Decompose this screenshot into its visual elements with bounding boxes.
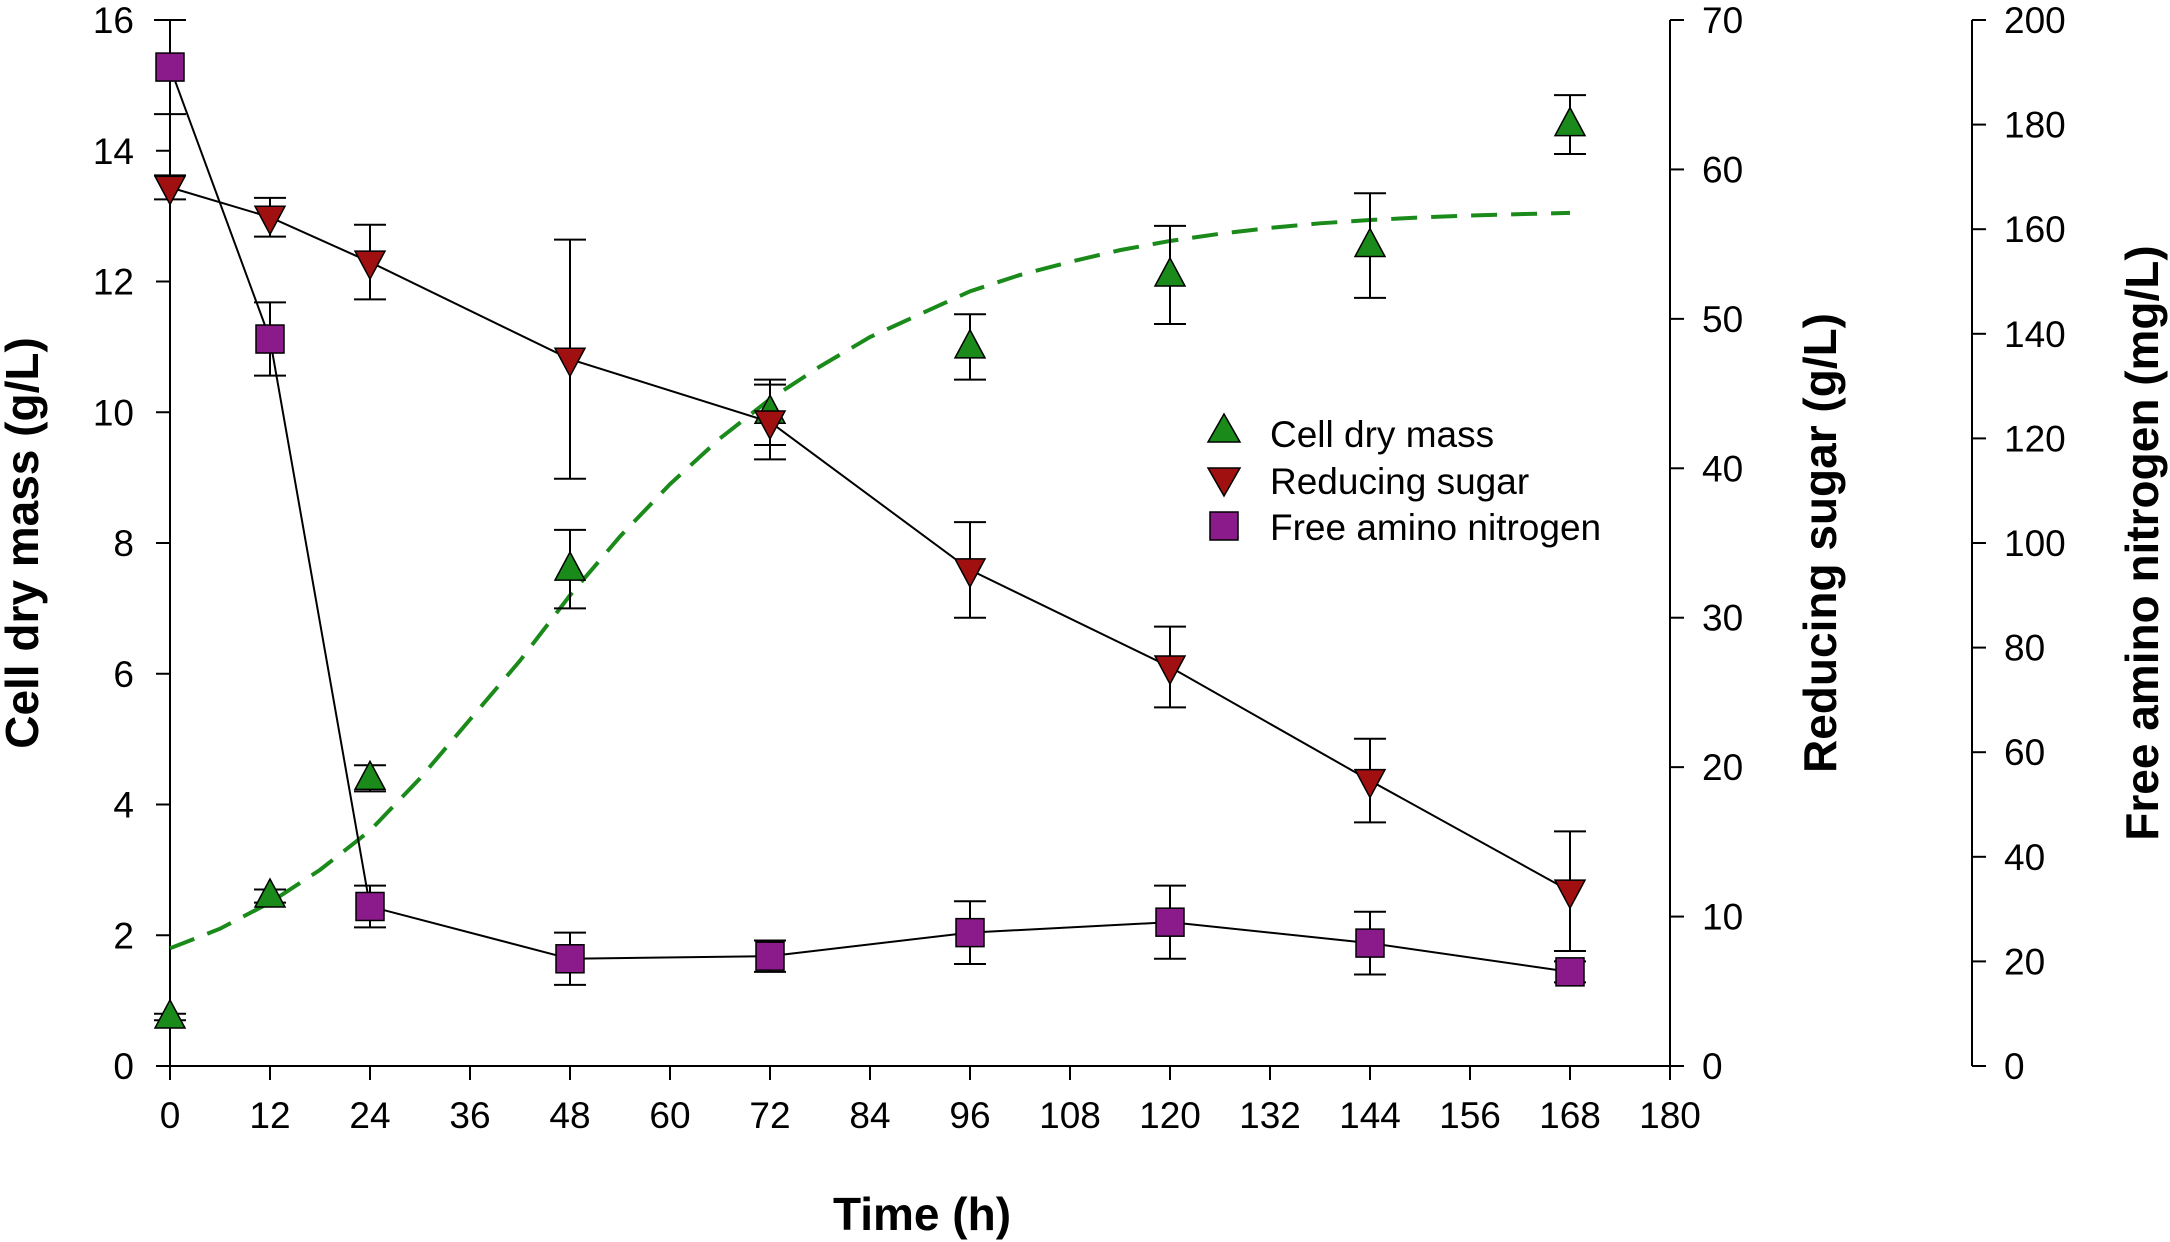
- right2-tick-label: 160: [2004, 209, 2066, 250]
- legend-label-reducing-sugar: Reducing sugar: [1270, 461, 1529, 502]
- reducing-sugar-point: [753, 410, 787, 441]
- x-tick-label: 108: [1039, 1095, 1101, 1136]
- free-amino-nitrogen-point: [1555, 957, 1585, 987]
- left-tick-label: 10: [93, 392, 134, 433]
- x-tick-label: 12: [249, 1095, 290, 1136]
- cell-dry-mass-point: [253, 877, 287, 908]
- x-tick-label: 36: [449, 1095, 490, 1136]
- cell-dry-mass-point: [153, 998, 187, 1029]
- cell-dry-mass-point: [1153, 256, 1187, 287]
- legend-marker-reducing-sugar: [1206, 467, 1242, 498]
- cell-dry-mass-point: [953, 328, 987, 359]
- legend-marker-cell-dry-mass: [1206, 412, 1242, 443]
- left-tick-label: 8: [113, 523, 134, 564]
- free-amino-nitrogen-point: [955, 917, 985, 948]
- x-tick-label: 84: [849, 1095, 890, 1136]
- reducing-sugar-point: [1553, 879, 1587, 910]
- right2-tick-label: 60: [2004, 732, 2045, 773]
- free-amino-nitrogen-point: [155, 52, 185, 82]
- reducing-sugar-point: [553, 347, 587, 378]
- free-amino-nitrogen-point: [1355, 928, 1385, 958]
- right1-axis-title: Reducing sugar (g/L): [1794, 313, 1846, 773]
- right2-tick-label: 40: [2004, 837, 2045, 878]
- x-tick-label: 156: [1439, 1095, 1501, 1136]
- right2-tick-label: 180: [2004, 105, 2066, 146]
- right2-tick-label: 20: [2004, 941, 2045, 982]
- x-tick-label: 168: [1539, 1095, 1601, 1136]
- free-amino-nitrogen-point: [1155, 907, 1185, 937]
- left-tick-label: 0: [113, 1046, 134, 1087]
- right2-axis-title: Free amino nitrogen (mg/L): [2116, 245, 2168, 840]
- free-amino-nitrogen-point: [755, 941, 785, 971]
- cell-dry-mass-point: [553, 550, 587, 581]
- reducing-sugar-point: [153, 175, 187, 206]
- x-tick-label: 60: [649, 1095, 690, 1136]
- cell-dry-mass-point: [353, 759, 387, 791]
- x-tick-label: 48: [549, 1095, 590, 1136]
- x-tick-label: 24: [349, 1095, 390, 1136]
- right2-tick-label: 80: [2004, 628, 2045, 669]
- x-tick-label: 144: [1339, 1095, 1401, 1136]
- right1-tick-label: 30: [1702, 598, 1743, 639]
- right1-tick-label: 20: [1702, 747, 1743, 788]
- left-tick-label: 12: [93, 262, 134, 303]
- right2-tick-label: 200: [2004, 0, 2066, 41]
- x-tick-label: 132: [1239, 1095, 1301, 1136]
- reducing-sugar-point: [1353, 768, 1387, 800]
- left-tick-label: 14: [93, 131, 134, 172]
- cell-dry-mass-fit-curve: [169, 210, 1571, 951]
- legend: Cell dry mass Reducing sugar Free amino …: [1206, 412, 1601, 548]
- right1-tick-label: 10: [1702, 897, 1743, 938]
- x-tick-label: 180: [1639, 1095, 1701, 1136]
- right2-tick-label: 140: [2004, 314, 2066, 355]
- free-amino-nitrogen-point: [355, 891, 385, 922]
- right2-tick-label: 120: [2004, 418, 2066, 459]
- x-axis-title: Time (h): [833, 1188, 1011, 1240]
- reducing-sugar-point: [253, 205, 287, 236]
- reducing-sugar-point: [1153, 655, 1187, 686]
- cell-dry-mass-point: [1353, 226, 1387, 258]
- legend-label-free-amino-nitrogen: Free amino nitrogen: [1270, 507, 1601, 548]
- right1-tick-label: 0: [1702, 1046, 1723, 1087]
- markers-layer: [153, 52, 1587, 1029]
- right1-tick-label: 40: [1702, 448, 1743, 489]
- right1-tick-label: 60: [1702, 149, 1743, 190]
- legend-marker-free-amino-nitrogen: [1209, 511, 1239, 541]
- x-tick-label: 120: [1139, 1095, 1201, 1136]
- right2-tick-label: 100: [2004, 523, 2066, 564]
- left-tick-label: 16: [93, 0, 134, 41]
- cell-dry-mass-point: [1553, 106, 1587, 137]
- free-amino-nitrogen-point: [555, 944, 585, 974]
- left-tick-label: 6: [113, 654, 134, 695]
- left-tick-label: 4: [113, 785, 134, 826]
- fit-curve-layer: [169, 210, 1571, 951]
- left-axis-title: Cell dry mass (g/L): [0, 337, 48, 749]
- reducing-sugar-point: [953, 558, 987, 589]
- right1-tick-label: 70: [1702, 0, 1743, 41]
- reducing-sugar-point: [353, 250, 387, 281]
- axes: 0 12 24 36 48 60 72 84 96 108 120 132 144 156 168 18002…: [93, 0, 2066, 1136]
- left-tick-label: 2: [113, 915, 134, 956]
- x-tick-label: 72: [749, 1095, 790, 1136]
- right1-tick-label: 50: [1702, 299, 1743, 340]
- x-tick-label: 0: [160, 1095, 181, 1136]
- free-amino-nitrogen-point: [255, 324, 285, 354]
- right2-tick-label: 0: [2004, 1046, 2025, 1087]
- x-tick-label: 96: [949, 1095, 990, 1136]
- legend-label-cell-dry-mass: Cell dry mass: [1270, 414, 1494, 455]
